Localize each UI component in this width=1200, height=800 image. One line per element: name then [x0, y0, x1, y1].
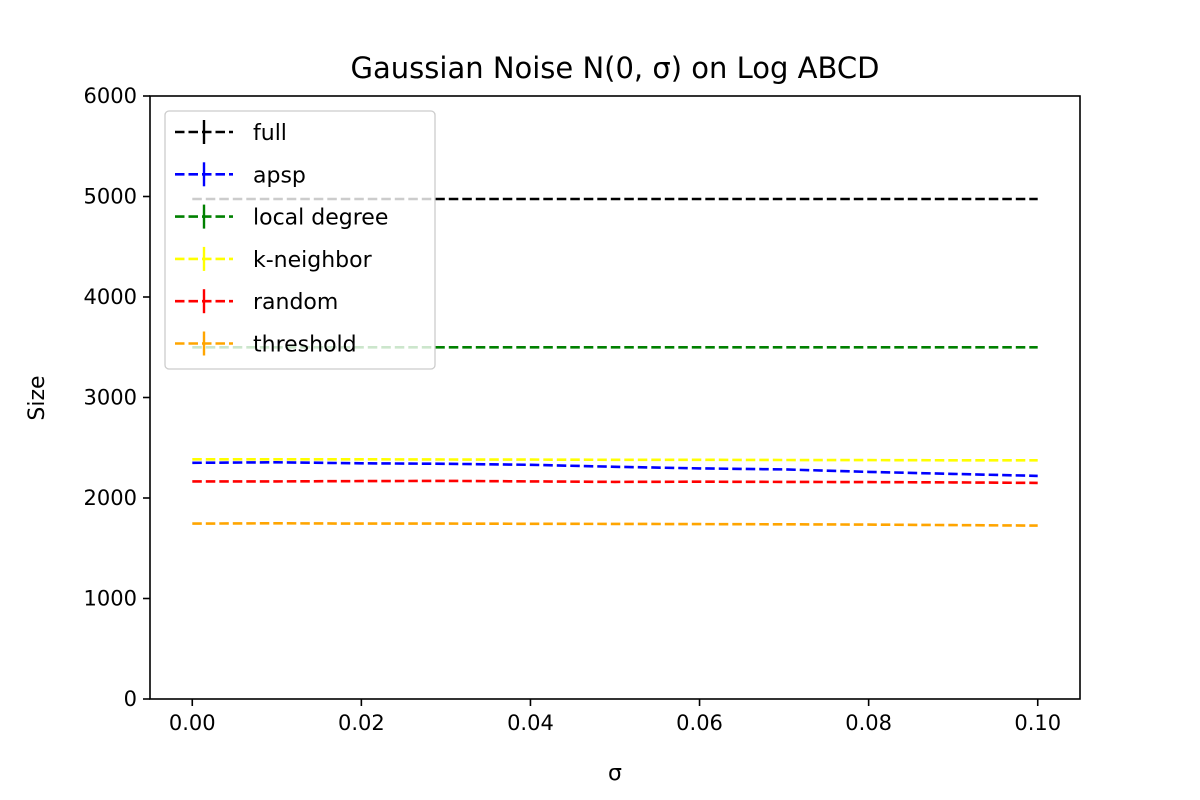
y-axis-label: Size — [25, 375, 50, 420]
y-tick-label: 0 — [124, 687, 137, 711]
series-line-apsp — [192, 460, 1038, 478]
legend-label: k-neighbor — [253, 248, 373, 273]
series-line-threshold — [192, 521, 1038, 527]
x-tick-label: 0.04 — [507, 711, 554, 735]
plot-frame — [149, 95, 1081, 700]
legend-label: apsp — [253, 163, 306, 188]
y-tick-label: 1000 — [84, 587, 137, 611]
x-axis: 0.00 0.02 0.04 0.06 0.08 0.10 — [169, 699, 1061, 735]
legend-entry: full — [175, 120, 287, 146]
x-tick-label: 0.10 — [1014, 711, 1061, 735]
legend-box — [164, 110, 436, 370]
legend-entry: random — [175, 289, 338, 315]
legend-entry: apsp — [175, 162, 306, 188]
x-tick-label: 0.08 — [845, 711, 892, 735]
series-line-random — [192, 479, 1038, 485]
y-axis: 0 1000 2000 3000 4000 5000 6000 — [84, 84, 150, 711]
legend-label: local degree — [253, 206, 388, 231]
y-tick-label: 4000 — [84, 285, 137, 309]
y-tick-label: 3000 — [84, 386, 137, 410]
legend-entry: threshold — [175, 331, 357, 358]
legend-label: full — [253, 121, 287, 146]
legend: full apsp local degree k-neighbor random thre… — [164, 110, 436, 370]
y-tick-label: 6000 — [84, 84, 137, 108]
x-tick-label: 0.02 — [338, 711, 385, 735]
x-tick-label: 0.06 — [676, 711, 723, 735]
legend-label: threshold — [253, 333, 357, 358]
legend-label: random — [253, 290, 338, 315]
legend-entry: k-neighbor — [175, 246, 373, 273]
y-tick-label: 5000 — [84, 185, 137, 209]
legend-entry: local degree — [175, 204, 388, 231]
x-tick-label: 0.00 — [169, 711, 216, 735]
series-line-k-neighbor — [192, 457, 1038, 462]
x-axis-label: σ — [608, 761, 622, 786]
y-tick-label: 2000 — [84, 486, 137, 510]
chart-title: Gaussian Noise N(0, σ) on Log ABCD — [351, 51, 880, 85]
